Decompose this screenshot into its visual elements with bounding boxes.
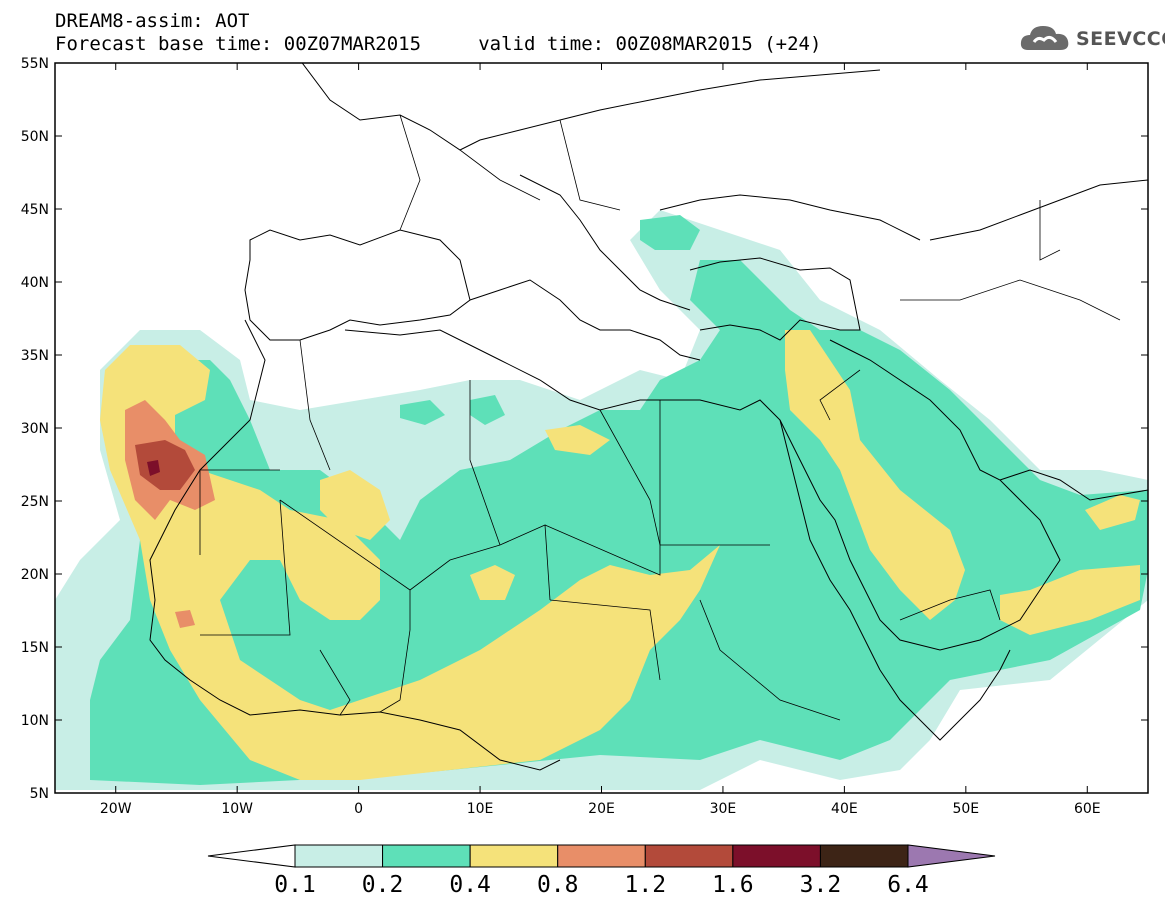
lat-tick-label: 30N xyxy=(21,421,49,437)
lon-tick-label: 60E xyxy=(1074,801,1101,817)
colorbar-box xyxy=(294,844,384,868)
colorbar-box xyxy=(644,844,734,868)
coastlines xyxy=(149,63,1148,771)
aot-level-0.4 xyxy=(100,330,1140,780)
lat-tick-label: 55N xyxy=(21,56,49,72)
colorbar-label: 1.2 xyxy=(625,872,667,898)
colorbar-box xyxy=(469,844,559,868)
title-line-1: DREAM8-assim: AOT xyxy=(55,10,250,32)
colorbar-label: 0.4 xyxy=(449,872,491,898)
lon-tick-label: 30E xyxy=(710,801,737,817)
colorbar-high-triangle xyxy=(907,844,996,868)
colorbar-label: 0.2 xyxy=(362,872,404,898)
longitude-axis: 20W 10W 0 10E 20E 30E 40E 50E 60E xyxy=(100,63,1101,817)
lon-tick-label: 10W xyxy=(221,801,253,817)
aot-level-1.6 xyxy=(147,460,160,476)
lon-tick-label: 20E xyxy=(588,801,615,817)
country-borders xyxy=(199,114,1121,721)
lon-tick-label: 20W xyxy=(100,801,132,817)
lon-tick-label: 10E xyxy=(467,801,494,817)
lat-tick-label: 25N xyxy=(21,494,49,510)
colorbar-low-triangle xyxy=(207,844,296,868)
lat-tick-label: 15N xyxy=(21,640,49,656)
lat-tick-label: 50N xyxy=(21,129,49,145)
lat-tick-label: 20N xyxy=(21,567,49,583)
aot-level-0.2 xyxy=(90,215,1148,785)
colorbar: 0.1 0.2 0.4 0.8 1.2 1.6 3.2 6.4 xyxy=(207,844,996,898)
colorbar-box xyxy=(557,844,646,868)
lon-tick-label: 0 xyxy=(354,801,363,817)
lat-tick-label: 10N xyxy=(21,713,49,729)
seevccc-logo: SEEVCCC xyxy=(1018,22,1165,56)
lon-tick-label: 50E xyxy=(952,801,979,817)
title-line-2: Forecast base time: 00Z07MAR2015 valid t… xyxy=(55,33,822,55)
colorbar-box xyxy=(819,844,909,868)
colorbar-label: 6.4 xyxy=(887,872,929,898)
colorbar-box xyxy=(382,844,471,868)
colorbar-label: 0.8 xyxy=(537,872,579,898)
lat-tick-label: 45N xyxy=(21,202,49,218)
latitude-axis: 5N 10N 15N 20N 25N 30N 35N 40N 45N 50N 55N xyxy=(21,56,1148,802)
cloud-icon xyxy=(1020,26,1069,50)
aot-level-1.2 xyxy=(135,440,195,490)
colorbar-label: 1.6 xyxy=(712,872,754,898)
lon-tick-label: 40E xyxy=(831,801,858,817)
lat-tick-label: 5N xyxy=(30,786,49,802)
lat-tick-label: 40N xyxy=(21,275,49,291)
colorbar-box xyxy=(732,844,821,868)
colorbar-label: 0.1 xyxy=(274,872,316,898)
logo-text: SEEVCCC xyxy=(1076,28,1165,50)
colorbar-label: 3.2 xyxy=(800,872,842,898)
aot-field xyxy=(55,63,1148,793)
lat-tick-label: 35N xyxy=(21,348,49,364)
